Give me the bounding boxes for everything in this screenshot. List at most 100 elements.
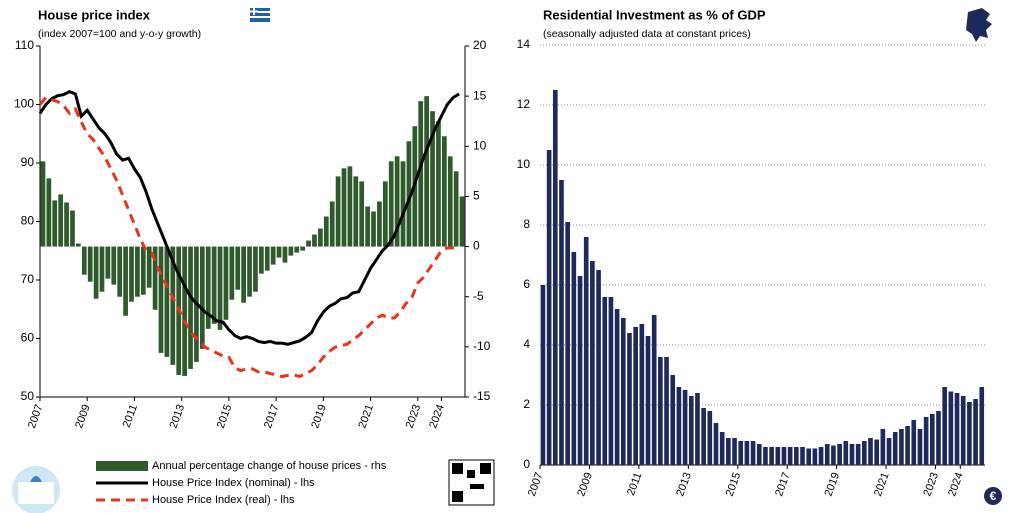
x-tick-label: 2019 [823, 471, 843, 498]
bar [459, 196, 465, 247]
x-tick-label: 2021 [872, 471, 892, 498]
x-tick-label: 2017 [262, 403, 282, 430]
bar [270, 246, 276, 265]
bar [967, 402, 972, 465]
line [38, 89, 460, 346]
bar [645, 336, 651, 465]
bar [787, 447, 793, 465]
bar [188, 246, 193, 369]
bar [441, 136, 447, 247]
bar [347, 166, 353, 247]
bar [800, 447, 805, 465]
bar [400, 161, 406, 247]
bar [688, 396, 694, 465]
y-tick-label: 10 [473, 138, 487, 152]
bar [117, 246, 123, 297]
bar [318, 228, 323, 247]
chart-title: House price index [38, 7, 151, 22]
x-tick-label: 2024 [427, 403, 447, 430]
y-tick-label: 14 [517, 37, 531, 51]
bar [70, 210, 75, 247]
bar [862, 441, 867, 465]
y-tick-label: -5 [473, 289, 484, 303]
qr-icon [448, 459, 495, 506]
x-tick-label: 2023 [404, 403, 424, 430]
bar [46, 178, 52, 247]
bar [849, 444, 855, 465]
y-tick-label: 10 [517, 157, 531, 171]
legend-label: Annual percentage change of house prices… [152, 460, 387, 472]
bar [211, 246, 217, 324]
y-tick-label: 0 [473, 239, 480, 253]
bar [571, 252, 577, 465]
x-tick-label: 2019 [309, 403, 329, 430]
bar [170, 246, 176, 365]
y-tick-label: 90 [21, 155, 35, 169]
bar [917, 429, 923, 465]
bar [812, 448, 818, 465]
bar [329, 201, 335, 247]
bar [614, 309, 620, 465]
bar [929, 414, 935, 465]
bar [892, 432, 898, 465]
bar [577, 276, 583, 465]
bar [596, 270, 601, 465]
y-tick-label: 15 [473, 88, 487, 102]
y-tick-label: 4 [523, 337, 530, 351]
bar [341, 168, 347, 247]
bar [235, 246, 241, 290]
bar [769, 447, 774, 465]
legend-swatch [96, 461, 148, 471]
bar [353, 176, 359, 247]
bar [164, 246, 170, 357]
bar [639, 324, 645, 465]
bar [868, 438, 873, 465]
bar [763, 447, 768, 465]
bar [64, 202, 69, 247]
x-tick-label: 2015 [215, 403, 235, 430]
legend-label: House Price Index (nominal) - lhs [152, 477, 315, 489]
bar [546, 150, 552, 465]
x-tick-label: 2015 [724, 471, 744, 498]
bar [371, 211, 376, 247]
bar [750, 441, 756, 465]
bar [199, 246, 205, 349]
bar [430, 111, 435, 247]
bar [335, 176, 341, 247]
house-icon [12, 466, 60, 513]
bar [282, 246, 288, 263]
y-tick-label: 2 [523, 397, 530, 411]
bar [152, 246, 158, 310]
bar [837, 444, 842, 465]
x-tick-label: 2007 [26, 403, 46, 430]
bar [99, 246, 105, 292]
bar [923, 417, 929, 465]
euro-icon: € [984, 487, 1002, 505]
bar [540, 285, 546, 465]
chart-subtitle: (seasonally adjusted data at constant pr… [543, 28, 751, 40]
y-tick-label: 5 [473, 189, 480, 203]
bar [58, 194, 64, 247]
bar [973, 399, 978, 465]
bar [453, 171, 459, 247]
bar [552, 90, 558, 465]
bar [954, 393, 960, 465]
bar [658, 357, 663, 465]
x-tick-label: 2009 [73, 403, 93, 430]
bar [738, 441, 744, 465]
bar [651, 315, 657, 465]
y-tick-label: 12 [517, 97, 531, 111]
bar [129, 246, 134, 302]
bar [217, 246, 223, 330]
bar [306, 240, 311, 247]
bar [732, 438, 737, 465]
bar [726, 438, 731, 465]
bar [323, 216, 329, 247]
bar [855, 444, 861, 465]
x-tick-label: 2024 [946, 471, 966, 498]
bar [205, 246, 211, 329]
y-tick-label: 110 [15, 38, 34, 52]
chart-title: Residential Investment as % of GDP [543, 7, 766, 22]
bar [818, 447, 824, 465]
